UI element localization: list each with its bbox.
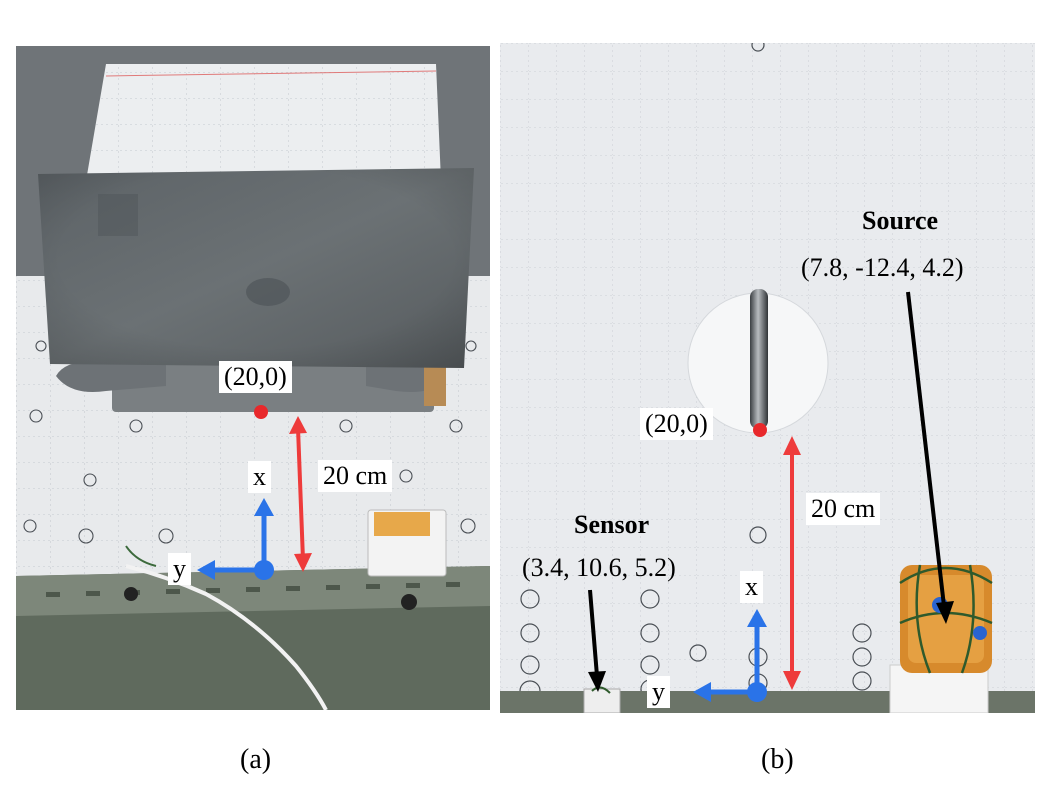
distance-arrow-b [783, 436, 801, 690]
distance-arrow-a [289, 416, 312, 572]
caption-a: (a) [240, 744, 272, 775]
source-coords: (7.8, -12.4, 4.2) [801, 253, 964, 282]
sensor-pointer-arrow [588, 589, 606, 692]
axis-origin-a [254, 560, 274, 580]
sensor-title: Sensor [574, 510, 650, 539]
origin-point-b [753, 423, 767, 437]
sensor-coords: (3.4, 10.6, 5.2) [522, 553, 676, 582]
source-title: Source [862, 206, 939, 235]
distance-label-a: 20 cm [318, 460, 393, 492]
axis-origin-b [747, 682, 767, 702]
distance-label-b: 20 cm [806, 493, 881, 525]
point-label-a: (20,0) [219, 361, 292, 393]
y-axis-label-b: y [647, 676, 670, 708]
origin-point-a [254, 405, 268, 419]
x-axis-label-b: x [740, 571, 763, 603]
y-axis-label-a: y [168, 553, 191, 585]
point-label-b: (20,0) [640, 408, 713, 440]
source-pointer-arrow [906, 291, 954, 624]
x-axis-label-a: x [248, 461, 271, 493]
photo-a-scene [16, 46, 490, 710]
caption-b: (b) [761, 744, 794, 775]
photo-panel-a [16, 46, 490, 710]
